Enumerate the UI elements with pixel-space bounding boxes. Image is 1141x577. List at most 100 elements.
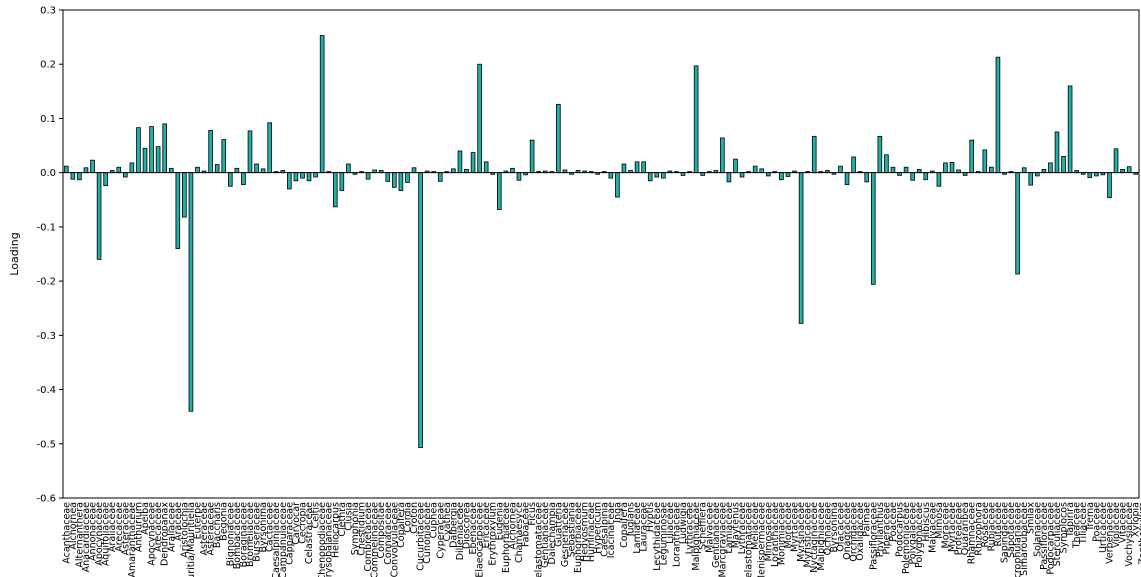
bar [477,63,482,174]
x-tick-label: Byrsonima [829,502,840,553]
bar [313,172,318,178]
x-tick-label: Mauritia/Mauritiella [186,502,197,577]
x-tick-label: Convolvulaceae [389,502,400,577]
x-tick-label: Passifloraceae [1039,502,1050,570]
x-tick-label: Cnestidium [357,502,368,556]
x-tick-label: Malvaceae [927,502,938,553]
bar [103,172,108,187]
x-tick-label: Lecythidaceae [652,502,663,571]
bar [1126,166,1132,174]
bar [1067,85,1073,174]
x-tick-label: Celtis [311,502,322,528]
bar [608,172,614,179]
bar [726,172,732,183]
x-tick-label: Erythroxylum [488,502,499,566]
x-tick-label: Rutaceae [993,502,1004,547]
x-tick-label: Lythraceae [685,502,696,554]
x-tick-label: Theaceae [1072,502,1083,549]
bar [516,172,522,181]
bar [168,167,174,174]
bar [267,122,272,174]
x-tick-label: Maytenus [731,502,742,548]
bar [70,172,76,180]
bar [306,172,312,182]
x-tick-label: Scrophulariaceae [1013,502,1024,577]
x-tick-label: Copaifera [396,502,407,548]
x-tick-label: Eugenia [494,502,505,540]
x-tick-label: Cactaceae [265,502,276,552]
x-tick-label: Chamaesyce [514,502,525,563]
x-tick-label: Tapirira [1065,502,1076,538]
x-tick-label: Myrtaceae [790,502,801,552]
x-tick-label: Sapindaceae [1000,502,1011,563]
bar [1048,162,1053,174]
bar [556,103,561,174]
bar [1113,148,1119,174]
x-tick-label: Bromeliaceae [245,502,256,567]
y-tick-label: -0.1 [36,222,56,233]
x-tick-label: Arecaceae [153,502,164,552]
x-tick-label: Rhizophora [973,502,984,556]
x-tick-label: Capparaceae [284,502,295,565]
x-tick-label: Commelinaceae [370,502,381,577]
x-tick-label: Xylopia [1131,502,1141,537]
x-tick-label: Hyptis [645,502,656,532]
x-tick-label: Cyperaceae [435,502,446,559]
x-tick-label: Loranthaceae [770,502,781,567]
x-tick-label: Onagraceae [842,502,853,560]
bar [693,65,699,174]
x-tick-label: Baccharis [212,502,223,548]
y-tick-label: -0.3 [36,331,56,342]
x-tick-label: Connaraceae [383,502,394,565]
x-tick-label: Polygonaceae [914,502,925,568]
bar [96,172,102,260]
plot-area: 0.3 0.2 0.1 0.0 -0.1 -0.2 -0.3 -0.4 -0.5 -0.6 [36,6,1140,505]
bar [936,172,942,187]
x-tick-label: Lamiaceae [724,502,735,554]
bar [943,162,948,174]
x-tick-label: Asteraceae [120,502,131,556]
x-tick-label: Gesneriaceae [560,502,571,567]
x-tick-label: Melastomataceae [534,502,545,577]
bar [339,172,345,191]
x-tick-label: Dendropanax [160,502,171,566]
bar [385,172,391,182]
bar [63,165,69,174]
x-tick-label: Malpighiaceae [816,502,827,571]
x-tick-label: Poaceae [1091,502,1102,542]
bar [877,135,883,174]
bar [437,172,443,182]
x-tick-label: Ochnaceae [822,502,833,555]
x-tick-label: Heliocarpus [330,502,341,558]
bar [332,172,338,208]
x-tick-label: Meliaceae [750,502,761,550]
bar [844,172,850,185]
x-tick-label: Byrsonima [258,502,269,553]
bar [1107,172,1112,199]
bar [510,167,515,174]
x-tick-label: Amaranthaceae [127,502,138,577]
x-tick-label: Loranthaceae [671,502,682,567]
bar [346,163,351,174]
bar [260,168,266,174]
bar [411,167,417,174]
plot-frame [62,9,1140,499]
x-tick-label: Aquifoliaceae [101,502,112,566]
x-tick-label: Dalechampia [547,502,558,564]
x-tick-label: Chenopodiaceae [317,502,328,577]
y-tick-label: 0.3 [40,6,56,17]
x-tick-label: Malvaceae [704,502,715,553]
x-tick-label: Hypericum [593,502,604,554]
x-tick-label: Lauraceae [639,502,650,552]
x-tick-label: Alchornea [507,502,518,550]
bar [483,161,489,174]
bar [293,172,299,182]
x-tick-label: Olacaceae [835,502,846,552]
x-tick-label: Leguminosae [658,502,669,566]
x-tick-label: Myrsinaceae [796,502,807,562]
x-tick-label: Acanthaceae [61,502,72,564]
x-tick-label: Vitaceae [1118,502,1129,543]
x-tick-label: Solanaceae [1032,502,1043,557]
x-tick-label: Monimiaceae [776,502,787,565]
